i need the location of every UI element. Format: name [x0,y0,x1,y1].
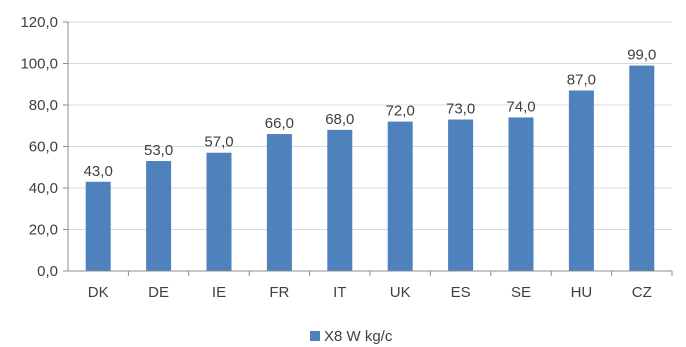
bar-hu [568,90,594,271]
data-label: 74,0 [506,98,535,115]
x-tick-label: IT [333,284,346,301]
bar-uk [387,121,413,271]
bar-de [146,161,172,271]
legend-label: X8 W kg/c [324,328,393,345]
data-labels: 43,0 53,0 57,0 66,0 68,0 72,0 73,0 74,0 87,0 99,0 [84,47,657,180]
y-tick-label: 20,0 [29,222,58,239]
bar-ie [206,152,232,271]
bars [85,65,655,272]
x-tick-label: IE [212,284,226,301]
bar-it [327,129,353,271]
bar-es [448,119,474,272]
x-tick-label: ES [451,284,471,301]
legend: X8 W kg/c [310,328,393,345]
data-label: 99,0 [627,47,656,64]
x-tick-label: DK [88,284,109,301]
x-tick-label: CZ [632,284,652,301]
axes: 0,0 20,0 40,0 60,0 80,0 100,0 120,0 DK DE IE FR IT U… [20,14,673,301]
y-tick-label: 120,0 [20,14,58,31]
data-label: 57,0 [204,134,233,151]
x-tick-label: DE [148,284,169,301]
data-label: 72,0 [386,103,415,120]
bar-fr [266,134,292,271]
data-label: 73,0 [446,101,475,118]
y-tick-label: 80,0 [29,97,58,114]
x-tick-label: FR [269,284,289,301]
y-tick-label: 0,0 [37,263,58,280]
data-label: 53,0 [144,142,173,159]
data-label: 43,0 [84,163,113,180]
x-tick-label: SE [511,284,531,301]
bar-dk [85,181,111,271]
data-label: 87,0 [567,71,596,88]
bar-cz [629,65,655,271]
legend-swatch [310,331,320,341]
bar-se [508,117,534,271]
data-label: 68,0 [325,111,354,128]
x-tick-label: HU [571,284,593,301]
data-label: 66,0 [265,115,294,132]
y-tick-label: 100,0 [20,56,58,73]
y-tick-label: 40,0 [29,180,58,197]
x-tick-label: UK [390,284,411,301]
y-tick-label: 60,0 [29,139,58,156]
